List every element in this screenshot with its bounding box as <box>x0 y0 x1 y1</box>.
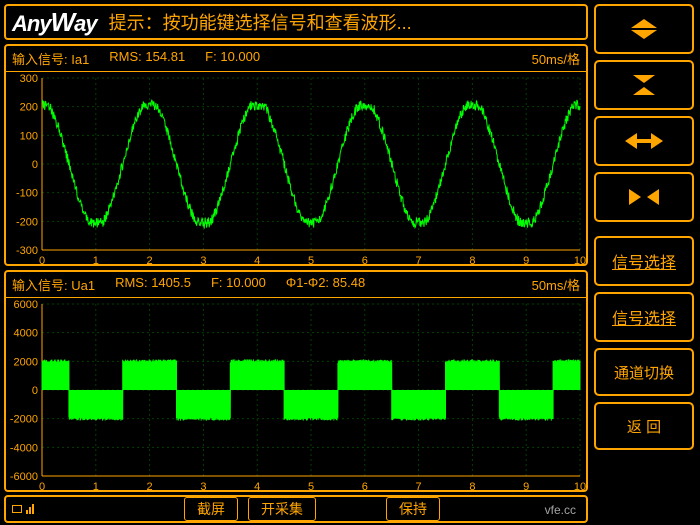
chart1-signal: 输入信号: Ia1 <box>12 49 89 68</box>
brand-logo: AnyWay <box>12 7 97 38</box>
svg-text:3: 3 <box>200 255 206 267</box>
chart2-timebase: 50ms/格 <box>532 275 580 294</box>
svg-text:300: 300 <box>20 73 38 85</box>
signal-select-2-button[interactable]: 信号选择 <box>594 292 694 342</box>
svg-text:1: 1 <box>93 481 99 493</box>
svg-text:2: 2 <box>147 481 153 493</box>
chart2-f: F: 10.000 <box>211 275 266 294</box>
svg-text:0: 0 <box>39 481 45 493</box>
svg-text:-200: -200 <box>16 216 38 228</box>
arrows-in-vertical-icon <box>627 74 661 96</box>
svg-text:7: 7 <box>416 481 422 493</box>
svg-text:-100: -100 <box>16 188 38 200</box>
header-bar: AnyWay 提示：按功能键选择信号和查看波形... <box>4 4 588 40</box>
svg-text:3: 3 <box>200 481 206 493</box>
svg-text:-300: -300 <box>16 245 38 257</box>
svg-text:9: 9 <box>523 481 529 493</box>
arrows-in-horizontal-icon <box>625 188 663 206</box>
chart1-rms: RMS: 154.81 <box>109 49 185 68</box>
svg-text:9: 9 <box>523 255 529 267</box>
svg-text:4: 4 <box>254 481 260 493</box>
collapse-horizontal-button[interactable] <box>594 172 694 222</box>
svg-text:6: 6 <box>362 481 368 493</box>
svg-text:100: 100 <box>20 130 38 142</box>
start-acquisition-button[interactable]: 开采集 <box>248 497 316 521</box>
svg-text:10: 10 <box>574 481 586 493</box>
chart2-signal: 输入信号: Ua1 <box>12 275 95 294</box>
svg-text:0: 0 <box>32 159 38 171</box>
header-tip: 提示：按功能键选择信号和查看波形... <box>109 9 412 35</box>
svg-text:2000: 2000 <box>14 356 38 368</box>
svg-text:0: 0 <box>39 255 45 267</box>
svg-text:-4000: -4000 <box>10 442 38 454</box>
chart1-info: 输入信号: Ia1 RMS: 154.81 F: 10.000 50ms/格 <box>6 46 586 72</box>
svg-text:8: 8 <box>469 255 475 267</box>
svg-text:7: 7 <box>416 255 422 267</box>
channel-switch-button[interactable]: 通道切换 <box>594 348 694 396</box>
svg-text:4: 4 <box>254 255 260 267</box>
chart1-f: F: 10.000 <box>205 49 260 68</box>
screenshot-button[interactable]: 截屏 <box>184 497 238 521</box>
expand-horizontal-button[interactable] <box>594 116 694 166</box>
chart2-info: 输入信号: Ua1 RMS: 1405.5 F: 10.000 Φ1-Φ2: 8… <box>6 272 586 298</box>
arrow-up-down-icon <box>627 19 661 39</box>
svg-text:200: 200 <box>20 102 38 114</box>
sidebar: 信号选择 信号选择 通道切换 返 回 <box>594 0 700 525</box>
chart2-rms: RMS: 1405.5 <box>115 275 191 294</box>
chart-panel-2: 输入信号: Ua1 RMS: 1405.5 F: 10.000 Φ1-Φ2: 8… <box>4 270 588 492</box>
chart2-phase: Φ1-Φ2: 85.48 <box>286 275 365 294</box>
svg-text:4000: 4000 <box>14 328 38 340</box>
scroll-up-button[interactable] <box>594 4 694 54</box>
svg-text:5: 5 <box>308 481 314 493</box>
svg-text:0: 0 <box>32 385 38 397</box>
svg-text:-6000: -6000 <box>10 471 38 483</box>
arrows-out-horizontal-icon <box>625 132 663 150</box>
svg-text:8: 8 <box>469 481 475 493</box>
svg-text:1: 1 <box>93 255 99 267</box>
back-button[interactable]: 返 回 <box>594 402 694 450</box>
svg-text:6000: 6000 <box>14 299 38 311</box>
hold-button[interactable]: 保持 <box>386 497 440 521</box>
chart2-waveform: -6000 -4000 -2000 0 2000 4000 6000 0 1 2 3 4 5 6 7 8 9 10 <box>6 298 586 494</box>
bottom-toolbar: 截屏 开采集 保持 vfe.cc <box>4 495 588 523</box>
svg-text:6: 6 <box>362 255 368 267</box>
svg-text:-2000: -2000 <box>10 414 38 426</box>
collapse-vertical-button[interactable] <box>594 60 694 110</box>
signal-select-1-button[interactable]: 信号选择 <box>594 236 694 286</box>
svg-text:10: 10 <box>574 255 586 267</box>
status-icon <box>12 504 34 514</box>
svg-text:2: 2 <box>147 255 153 267</box>
watermark: vfe.cc <box>545 503 576 517</box>
chart-panel-1: 输入信号: Ia1 RMS: 154.81 F: 10.000 50ms/格 -… <box>4 44 588 266</box>
chart1-timebase: 50ms/格 <box>532 49 580 68</box>
svg-text:5: 5 <box>308 255 314 267</box>
chart1-waveform: -300 -200 -100 0 100 200 300 0 1 2 3 4 5 6 7 8 9 10 <box>6 72 586 268</box>
